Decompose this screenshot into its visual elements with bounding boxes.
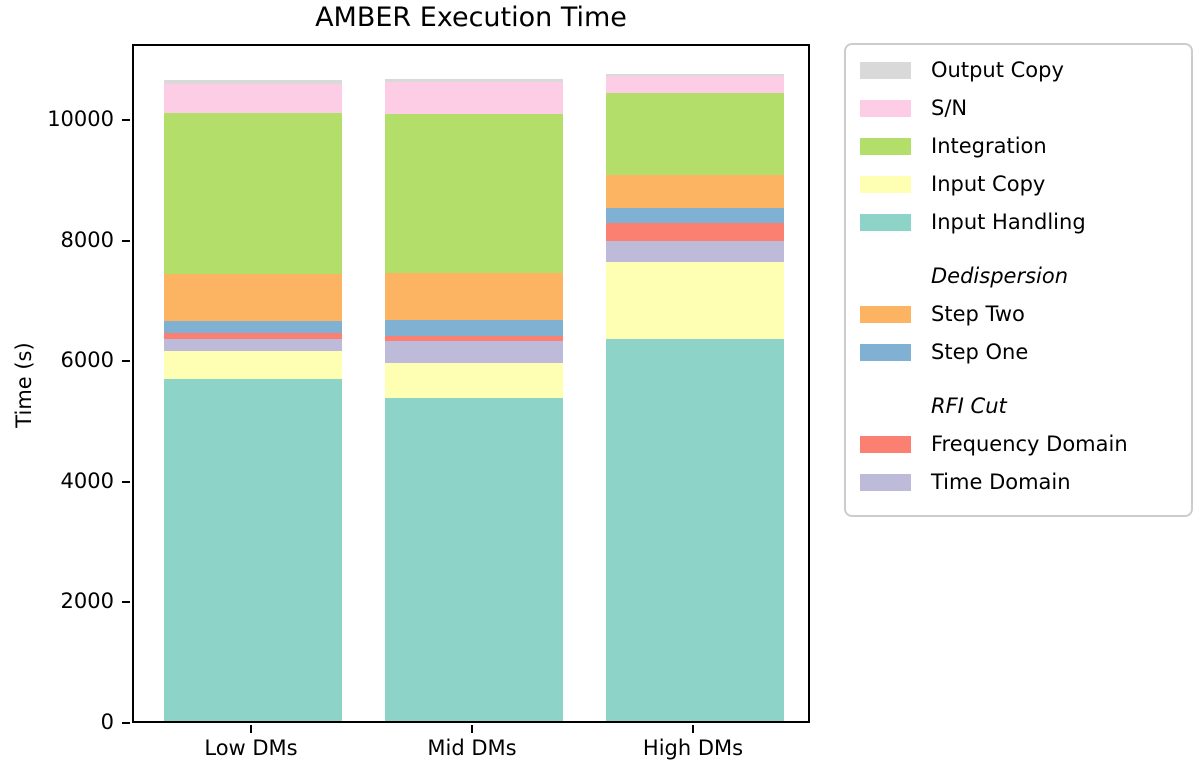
stacked-bar-low-dms	[164, 80, 342, 721]
y-tick-mark	[122, 239, 130, 242]
stacked-bar-high-dms	[606, 74, 784, 721]
legend: Output Copy S/N Integration Input Copy Input…	[844, 43, 1193, 517]
segment-time-domain	[385, 341, 563, 363]
segment-integration	[606, 93, 784, 176]
segment-input-handling	[606, 338, 784, 721]
y-tick-label: 2000	[60, 589, 114, 614]
legend-row: Time Domain	[860, 463, 1191, 501]
y-tick-mark	[122, 722, 130, 724]
legend-label: Integration	[931, 134, 1047, 158]
x-tick-label: High DMs	[642, 736, 744, 760]
legend-row: Input Handling	[860, 203, 1191, 241]
legend-row: RFI Cut	[860, 387, 1191, 425]
y-tick-label: 4000	[60, 468, 114, 493]
legend-swatch-icon	[860, 213, 911, 231]
segment-input-copy	[385, 362, 563, 399]
y-tick-label: 0	[100, 710, 114, 734]
legend-label: S/N	[931, 96, 968, 120]
plot-area	[132, 44, 810, 723]
legend-row: Integration	[860, 127, 1191, 165]
y-tick-label: 10000	[47, 106, 114, 131]
legend-group-header: Dedispersion	[931, 264, 1069, 288]
legend-row: Step One	[860, 333, 1191, 371]
legend-swatch-icon	[860, 435, 911, 453]
y-axis-label: Time (s)	[12, 342, 36, 428]
legend-gap	[860, 241, 1191, 257]
legend-label: Step One	[931, 340, 1029, 364]
segment-output-copy	[385, 79, 563, 83]
legend-row: Output Copy	[860, 51, 1191, 89]
segment-step-one	[385, 320, 563, 336]
segment-step-two	[164, 273, 342, 321]
legend-row: Frequency Domain	[860, 425, 1191, 463]
legend-swatch-icon	[860, 343, 911, 361]
legend-label: Step Two	[931, 302, 1025, 326]
segment-integration	[164, 113, 342, 274]
segment-step-one	[164, 320, 342, 333]
legend-gap	[860, 371, 1191, 387]
legend-row: Step Two	[860, 295, 1191, 333]
legend-label: Output Copy	[931, 58, 1064, 82]
legend-swatch-icon	[860, 137, 911, 155]
y-tick-mark	[122, 480, 130, 483]
segment-s/n	[606, 76, 784, 94]
segment-frequency-domain	[606, 223, 784, 242]
x-tick-mark	[471, 725, 473, 733]
segment-input-copy	[164, 351, 342, 380]
legend-swatch-icon	[860, 175, 911, 193]
x-tick-mark	[250, 725, 252, 733]
segment-step-two	[385, 273, 563, 321]
segment-input-handling	[164, 379, 342, 721]
legend-label: Input Copy	[931, 172, 1046, 196]
legend-swatch-icon	[860, 305, 911, 323]
stacked-bar-mid-dms	[385, 79, 563, 721]
legend-swatch-icon	[860, 99, 911, 117]
segment-step-one	[606, 208, 784, 224]
segment-output-copy	[606, 74, 784, 77]
legend-group-header: RFI Cut	[931, 394, 1007, 418]
segment-output-copy	[164, 80, 342, 84]
legend-label: Frequency Domain	[931, 432, 1128, 456]
legend-row: Dedispersion	[860, 257, 1191, 295]
y-tick-mark	[122, 118, 130, 121]
segment-frequency-domain	[164, 332, 342, 339]
legend-row: S/N	[860, 89, 1191, 127]
segment-input-copy	[606, 261, 784, 339]
segment-s/n	[164, 83, 342, 114]
segment-integration	[385, 114, 563, 274]
legend-label: Input Handling	[931, 210, 1086, 234]
y-tick-mark	[122, 360, 130, 363]
segment-input-handling	[385, 398, 563, 721]
chart-title: AMBER Execution Time	[315, 2, 627, 33]
y-tick-label: 8000	[60, 227, 114, 252]
x-tick-label: Low DMs	[204, 736, 298, 760]
x-tick-mark	[692, 725, 694, 733]
y-tick-label: 6000	[60, 348, 114, 373]
legend-swatch-icon	[860, 61, 911, 79]
segment-s/n	[385, 82, 563, 115]
x-tick-label: Mid DMs	[427, 736, 517, 760]
segment-frequency-domain	[385, 335, 563, 342]
legend-label: Time Domain	[931, 470, 1071, 494]
segment-step-two	[606, 175, 784, 209]
y-tick-mark	[122, 601, 130, 604]
legend-swatch-icon	[860, 473, 911, 491]
segment-time-domain	[606, 241, 784, 262]
legend-row: Input Copy	[860, 165, 1191, 203]
segment-time-domain	[164, 338, 342, 352]
